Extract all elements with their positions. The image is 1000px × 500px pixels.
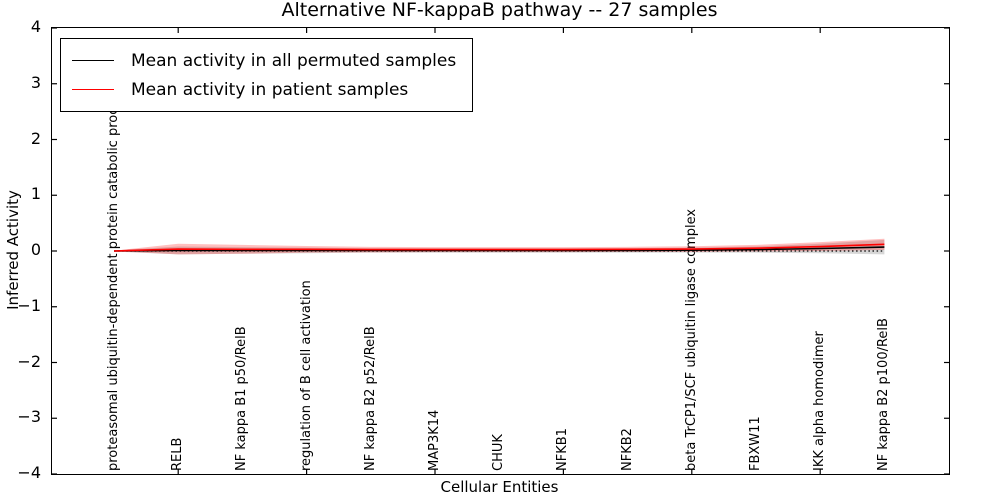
y-tick-label: −3 (17, 407, 41, 427)
y-tick-label: 3 (30, 72, 41, 92)
legend-item-permuted: Mean activity in all permuted samples (61, 46, 456, 75)
y-tick-label: −2 (17, 351, 41, 371)
y-tick-label: 2 (30, 128, 41, 148)
y-tick-label: 4 (30, 17, 41, 36)
y-axis-tick-labels: 4 3 2 1 0 −1 −2 −3 −4 (0, 0, 46, 500)
y-tick-label: 1 (30, 184, 41, 204)
permuted-mean-line (113, 246, 885, 252)
x-axis-label: Cellular Entities (440, 478, 559, 496)
patient-mean-line (113, 243, 885, 252)
y-axis-label: Inferred Activity (4, 190, 22, 310)
red-line-swatch-icon (72, 89, 114, 90)
legend-label: Mean activity in patient samples (131, 79, 409, 100)
y-tick-label: 0 (30, 240, 41, 259)
legend-item-patient: Mean activity in patient samples (61, 75, 456, 104)
legend-box: Mean activity in all permuted samples Me… (60, 38, 474, 112)
chart-title: Alternative NF-kappaB pathway -- 27 samp… (281, 0, 718, 21)
y-tick-label: −1 (17, 295, 41, 315)
legend-label: Mean activity in all permuted samples (131, 50, 457, 71)
black-line-swatch-icon (72, 60, 114, 61)
chart-canvas (52, 28, 949, 474)
plot-area: proteasomal ubiquitin-dependent protein … (51, 27, 950, 475)
y-tick-label: −4 (17, 463, 41, 482)
